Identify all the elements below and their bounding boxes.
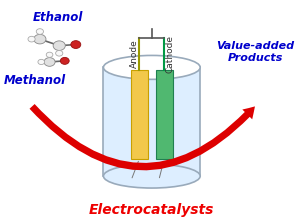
Ellipse shape (28, 36, 35, 42)
Ellipse shape (46, 52, 53, 57)
Bar (156, 70, 173, 159)
Text: Anode: Anode (130, 39, 139, 68)
Bar (131, 70, 148, 159)
Ellipse shape (44, 58, 55, 66)
Text: Ethanol: Ethanol (33, 11, 83, 24)
Bar (103, 67, 200, 176)
Text: Electrocatalysts: Electrocatalysts (89, 203, 214, 217)
Text: Methanol: Methanol (3, 74, 65, 87)
FancyArrowPatch shape (29, 104, 255, 170)
Text: Cathode: Cathode (166, 35, 175, 73)
Ellipse shape (103, 55, 200, 79)
Ellipse shape (38, 59, 45, 65)
Ellipse shape (53, 41, 65, 50)
Ellipse shape (36, 29, 43, 34)
Ellipse shape (103, 164, 200, 188)
Ellipse shape (71, 41, 81, 48)
Text: Value-added
Products: Value-added Products (216, 41, 295, 63)
Ellipse shape (34, 34, 46, 44)
Ellipse shape (56, 50, 63, 56)
Ellipse shape (60, 57, 69, 64)
